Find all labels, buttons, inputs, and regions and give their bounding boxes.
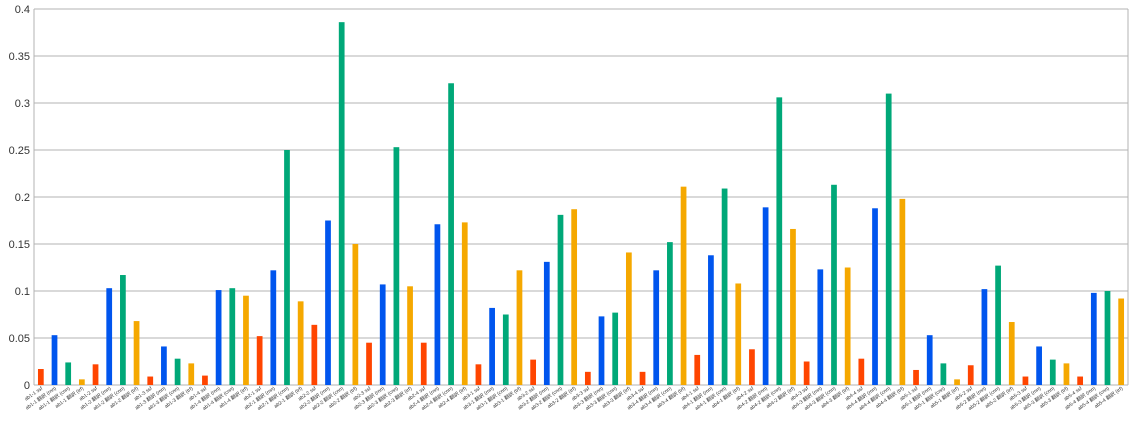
bar [1118,298,1125,385]
bar [625,252,632,385]
bar [735,283,742,385]
bar [598,316,605,385]
bar [502,314,509,385]
bar [653,270,660,385]
bar [338,22,345,385]
bar [106,288,113,385]
bar [92,364,99,385]
bar [844,267,851,385]
bar [913,369,919,385]
bar [516,270,523,385]
bar [1008,322,1015,385]
bar [967,365,974,385]
axes: 0 0.05 0.1 0.15 0.2 0.25 0.3 0.35 0.4 [9,4,1129,392]
bar [831,184,837,385]
bar [749,349,755,385]
bar [872,208,878,385]
bar [147,376,154,385]
bar [762,207,769,385]
bar [188,363,195,385]
bars [37,22,1125,386]
bar [215,290,222,385]
y-tick-label: 0.1 [15,286,30,298]
bar [1104,291,1111,385]
y-tick-label: 0.3 [15,98,30,110]
bar [721,188,728,385]
bar [461,222,468,385]
bar [584,371,591,385]
bar [981,289,988,385]
bar [817,269,824,385]
bar [174,358,181,385]
bar [475,364,482,385]
bar [284,150,290,385]
bar [543,261,550,385]
gridlines [34,8,1128,386]
bar [680,186,687,385]
bar [448,83,454,385]
bar [393,147,400,385]
bar [352,244,359,385]
bar [1049,359,1056,385]
bar [270,270,277,385]
bar [926,335,933,385]
bar [1036,346,1042,385]
y-tick-label: 0.05 [9,333,30,345]
bar [256,336,263,385]
bar [639,371,646,385]
y-tick-label: 0.25 [9,145,30,157]
bar [790,228,796,385]
y-tick-label: 0.4 [15,4,30,16]
bar [325,220,331,385]
bar [78,379,85,385]
bar [708,255,714,385]
bar [694,354,701,385]
y-tick-label: 0.35 [9,51,30,63]
bar [407,286,413,385]
bar [885,93,892,385]
bar [557,214,564,385]
bar [995,265,1001,385]
bar [612,312,619,385]
bar [420,342,427,385]
bar [667,242,673,385]
bar [803,361,810,385]
bar [311,324,318,385]
bar [940,363,947,385]
bar [297,301,304,385]
bar [1063,363,1070,385]
bar [161,346,167,385]
bar [1090,292,1097,385]
bar [202,375,208,385]
bar [51,335,58,385]
bar [1022,376,1029,385]
bar [65,362,72,385]
bar [243,295,249,385]
y-tick-label: 0.2 [15,192,30,204]
bar [954,379,960,385]
bar [776,97,783,386]
bar [366,342,372,385]
bar [489,307,495,385]
bar [434,224,441,385]
bar [120,275,126,385]
bar [1077,376,1084,385]
bar [858,358,865,385]
bar [571,209,578,385]
y-tick-label: 0.15 [9,239,30,251]
bar [379,284,386,385]
bar [899,198,906,385]
bar [133,321,140,385]
bar [229,288,236,385]
bar [530,359,537,385]
bar [37,369,44,385]
y-tick-label: 0 [24,380,30,392]
